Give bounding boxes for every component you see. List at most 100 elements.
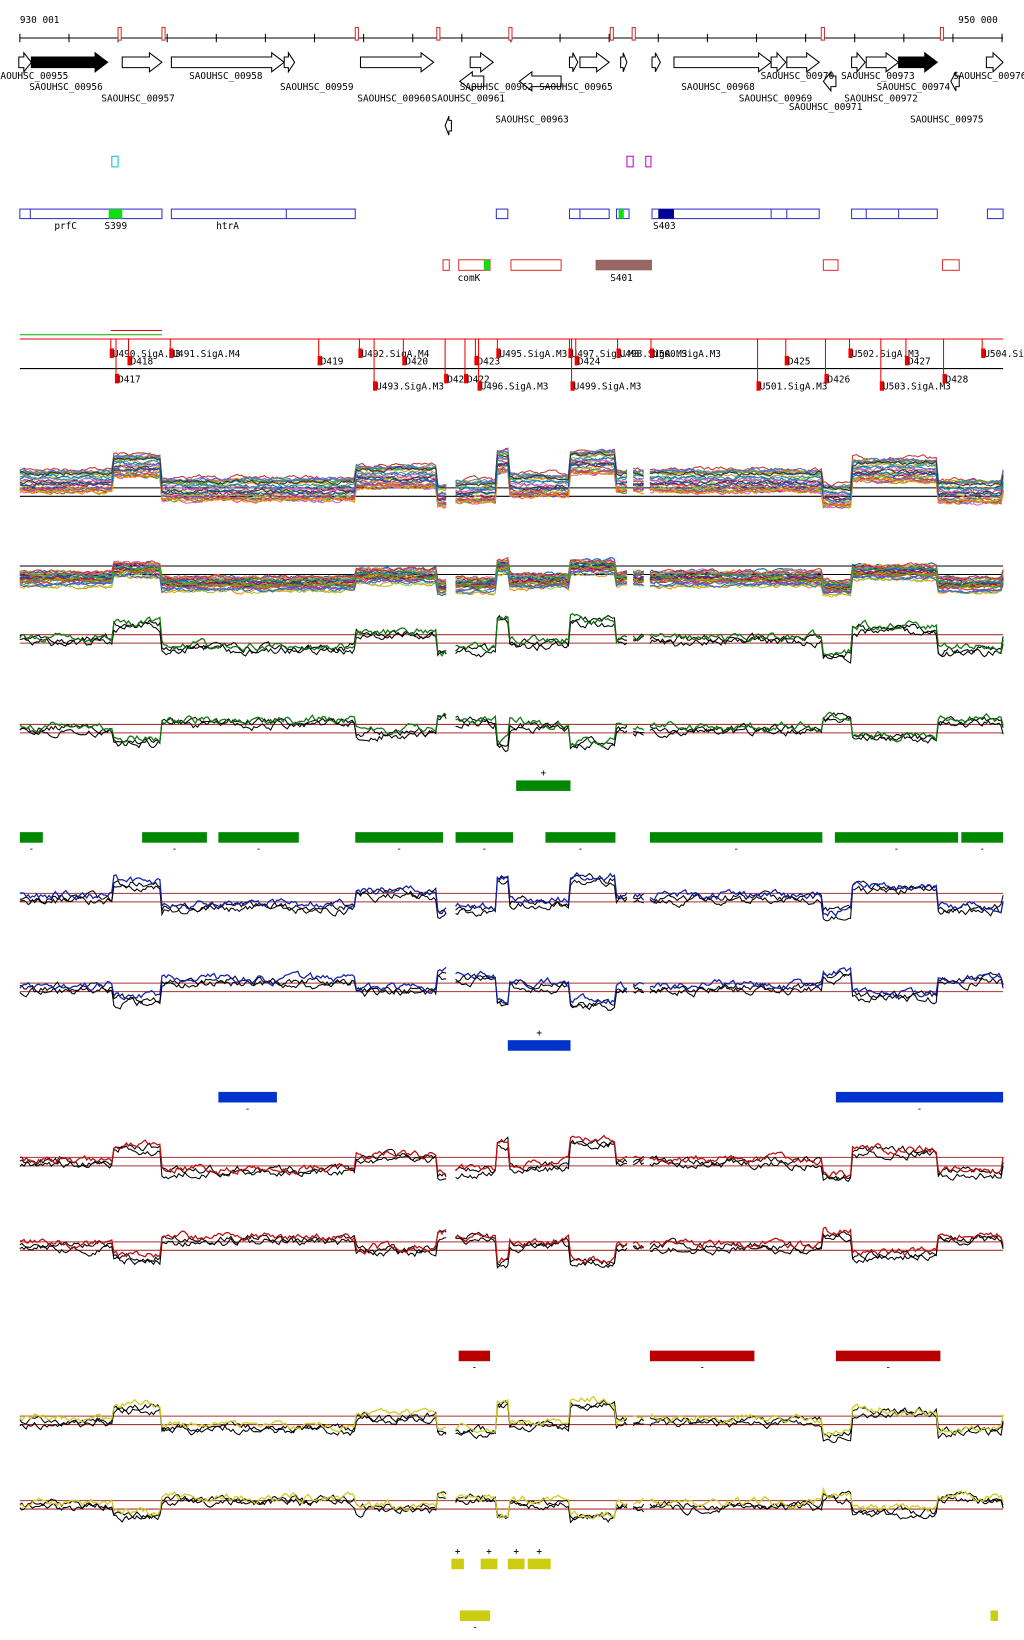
segment xyxy=(218,1091,277,1103)
position-marker xyxy=(609,26,614,41)
segment xyxy=(507,1040,571,1051)
gene-arrow xyxy=(469,51,495,73)
gene-label: SAOUHSC_00956 xyxy=(29,82,103,93)
trace xyxy=(19,468,1004,507)
feature-label: S403 xyxy=(653,221,676,232)
regulation-label: U504.SigA.M3 xyxy=(984,349,1024,360)
marker-box xyxy=(626,155,634,168)
trace xyxy=(19,1140,1004,1183)
trace xyxy=(19,562,1004,588)
position-marker xyxy=(161,26,166,41)
trace xyxy=(19,618,1004,664)
regulation-marker xyxy=(402,355,407,366)
segment-sign: - xyxy=(733,844,739,855)
regulation-marker xyxy=(109,348,114,358)
feature-label: comK xyxy=(458,273,481,284)
segment xyxy=(451,1558,464,1570)
segment-sign: - xyxy=(29,844,35,855)
gene-label: SAOUHSC_00965 xyxy=(539,82,612,93)
trace xyxy=(19,563,1004,590)
regulation-marker xyxy=(824,373,829,384)
trace xyxy=(19,614,1004,659)
trace xyxy=(19,877,1004,922)
feature-label: S401 xyxy=(610,273,633,284)
regulation-label: D427 xyxy=(908,356,931,367)
regulation-marker xyxy=(169,348,174,358)
trace xyxy=(19,456,1004,496)
gene-arrow xyxy=(359,51,435,73)
trace xyxy=(19,451,1004,492)
regulation-label: U499.SigA.M3 xyxy=(574,382,642,393)
trace xyxy=(19,970,1004,1008)
trace xyxy=(19,556,1004,584)
gene-label: SAOUHSC_00976 xyxy=(953,71,1024,82)
trace xyxy=(19,971,1004,1011)
regulation-marker xyxy=(879,381,884,391)
regulation-marker xyxy=(373,381,378,391)
regulation-marker xyxy=(317,355,322,366)
position-marker xyxy=(117,26,122,41)
regulation-marker xyxy=(942,373,947,384)
trace xyxy=(19,1134,1004,1178)
segment-sign: + xyxy=(455,1546,461,1557)
segment xyxy=(545,832,616,843)
trace xyxy=(19,460,1004,501)
gene-label: SAOUHSC_00968 xyxy=(681,82,755,93)
gene-arrow xyxy=(30,51,109,73)
segment xyxy=(458,1350,491,1362)
trace xyxy=(19,1402,1004,1444)
gene-label: SAOUHSC_00959 xyxy=(280,82,354,93)
gene-arrow xyxy=(770,51,787,74)
trace xyxy=(19,613,1004,657)
regulation-label: U502.SigA.M3 xyxy=(852,349,920,360)
segment-sign: - xyxy=(885,1363,891,1374)
regulation-marker xyxy=(570,381,575,391)
segment xyxy=(142,832,207,843)
gene-label: SAOUHSC_00974 xyxy=(877,82,951,93)
range-start: 930 001 xyxy=(20,15,60,26)
feature-fill xyxy=(483,259,491,271)
trace xyxy=(19,711,1004,748)
segment xyxy=(649,1350,755,1362)
gene-label: SAOUHSC_00972 xyxy=(844,93,917,104)
regulation-marker xyxy=(474,355,479,366)
regulation-label: U495.SigA.M3 xyxy=(499,349,567,360)
trace xyxy=(19,458,1004,499)
segment-sign: - xyxy=(578,844,584,855)
gene-arrow xyxy=(283,51,296,74)
regulation-label: D419 xyxy=(321,356,344,367)
segment-sign: - xyxy=(472,1622,478,1633)
segment-sign: - xyxy=(979,844,985,855)
regulation-marker xyxy=(463,373,469,384)
gene-arrow xyxy=(822,70,837,93)
gene-label: SAOUHSC_00957 xyxy=(101,93,174,104)
trace xyxy=(19,447,1004,488)
regulation-label: D425 xyxy=(788,356,811,367)
gene-arrow xyxy=(458,70,485,92)
gene-arrow xyxy=(121,51,163,73)
gene-arrow xyxy=(444,115,452,136)
segment-sign: - xyxy=(396,844,402,855)
regulation-marker xyxy=(496,348,501,358)
trace xyxy=(19,462,1004,503)
regulation-label: U503.SigA.M3 xyxy=(883,382,951,393)
regulation-label: U493.SigA.M3 xyxy=(376,382,444,393)
gene-label: SAOUHSC_00958 xyxy=(189,71,263,82)
segment xyxy=(507,1558,525,1570)
segment xyxy=(527,1558,551,1570)
trace xyxy=(19,457,1004,497)
gene-arrow xyxy=(786,51,821,73)
segment xyxy=(218,832,299,843)
gene-label: SAOUHSC_00973 xyxy=(841,71,914,82)
trace xyxy=(19,570,1004,597)
regulation-label: D426 xyxy=(828,374,851,385)
regulation-label: U501.SigA.M3 xyxy=(760,382,828,393)
trace xyxy=(19,1136,1004,1182)
segment-sign: - xyxy=(256,844,262,855)
feature-box xyxy=(822,259,839,271)
segment-sign: - xyxy=(894,844,900,855)
trace xyxy=(19,469,1004,508)
range-end: 950 000 xyxy=(958,15,998,26)
segment xyxy=(459,1610,491,1621)
